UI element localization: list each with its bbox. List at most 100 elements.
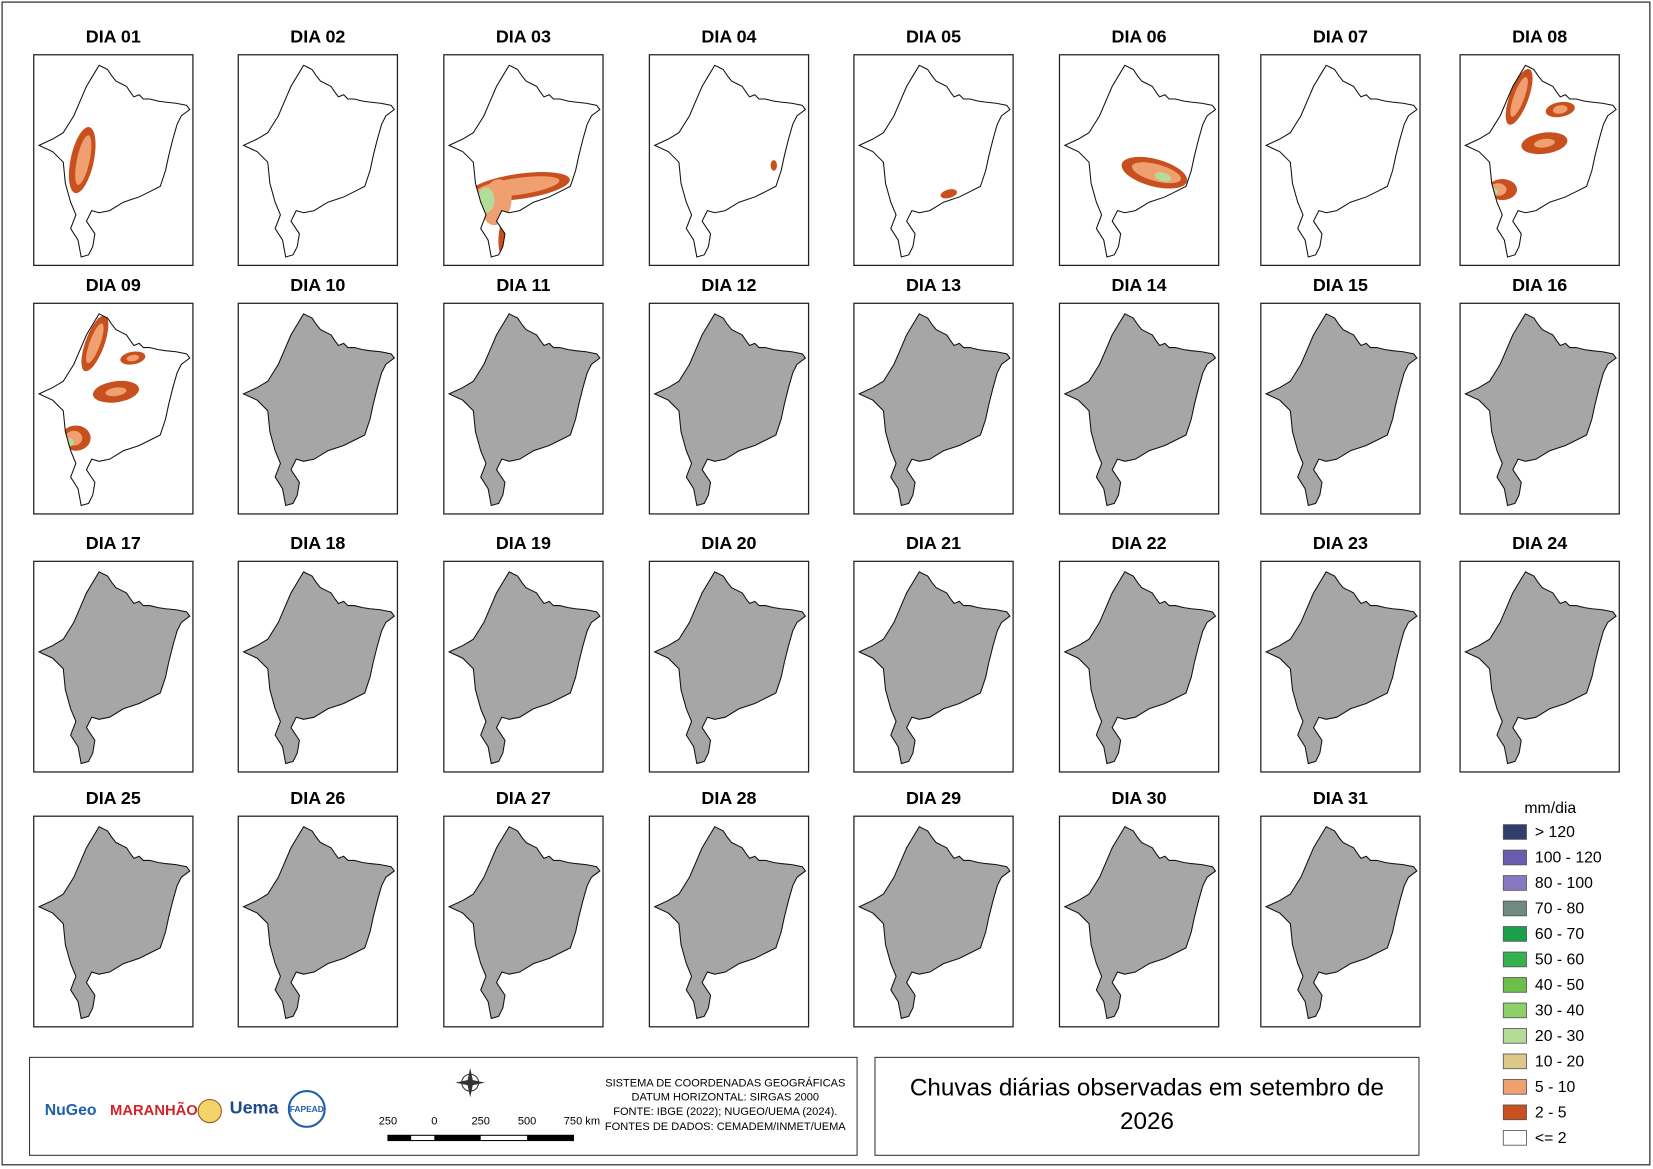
panel: [237, 54, 399, 267]
rain-area: [770, 160, 777, 171]
legend-swatch: [1502, 1079, 1527, 1095]
legend-label: 80 - 100: [1535, 875, 1593, 892]
legend-label: 30 - 40: [1535, 1003, 1584, 1020]
panel-title: DIA 12: [701, 275, 756, 295]
map-title: Chuvas diárias observadas em setembro de: [910, 1074, 1384, 1101]
legend-label: > 120: [1535, 824, 1575, 841]
panels: DIA 01 DIA 02 DIA 03 DIA 04 DIA 05 DIA 06 DIA …: [33, 27, 1620, 1028]
rain-area: [1533, 138, 1555, 148]
panel-title: DIA 20: [701, 533, 756, 553]
legend-label: 10 - 20: [1535, 1054, 1584, 1071]
legend-swatch: [1502, 951, 1527, 968]
panel-title: DIA 16: [1512, 275, 1567, 295]
logo-fapead: FAPEAD: [290, 1104, 324, 1114]
panel: [1058, 54, 1220, 267]
panel: [1260, 54, 1421, 267]
rain-area: [105, 387, 127, 397]
legend-label: 100 - 120: [1535, 850, 1602, 867]
panel: [1260, 815, 1421, 1028]
panel: [237, 815, 399, 1028]
scale-label: 500: [518, 1116, 536, 1128]
rain-area: [86, 323, 104, 364]
panel-title: DIA 11: [496, 275, 550, 295]
panel-title: DIA 14: [1112, 275, 1167, 295]
scale-bar: [387, 1134, 575, 1142]
legend-label: 60 - 70: [1535, 926, 1584, 943]
rain-area: [1510, 77, 1528, 117]
panel: [853, 302, 1014, 515]
legend-label: 2 - 5: [1535, 1105, 1567, 1122]
panel-title: DIA 04: [701, 27, 756, 47]
rain-area: [1154, 172, 1172, 182]
scale-label: 750 km: [564, 1116, 600, 1128]
panel-title: DIA 30: [1112, 788, 1167, 808]
scale-label: 250: [379, 1116, 397, 1128]
panel-title: DIA 15: [1313, 275, 1368, 295]
panel-title: DIA 29: [906, 788, 961, 808]
logo-uema: Uema: [230, 1098, 280, 1118]
panel-title: DIA 28: [701, 788, 756, 808]
legend-swatch: [1502, 849, 1527, 866]
panel: [33, 815, 194, 1028]
scale-label: 0: [431, 1116, 437, 1128]
panel: [443, 54, 604, 267]
panel-title: DIA 03: [496, 27, 551, 47]
legend-swatch: [1502, 926, 1527, 942]
panel-title: DIA 25: [86, 788, 141, 808]
north-arrow: [455, 1067, 485, 1098]
panel: [443, 815, 604, 1028]
panel: [33, 54, 194, 267]
rain-areas: [68, 127, 96, 194]
panel: [853, 815, 1014, 1028]
panel-title: DIA 31: [1313, 788, 1368, 808]
panel-title: DIA 09: [86, 275, 141, 295]
scale-label: 250: [471, 1116, 489, 1128]
panel: [1058, 560, 1220, 773]
panel: [33, 560, 194, 773]
panel: [237, 302, 399, 515]
legend: mm/dia > 120 100 - 120 80 - 100 70 - 80 60 -…: [1502, 800, 1602, 1147]
legend-label: 70 - 80: [1535, 901, 1584, 918]
panel-title: DIA 23: [1313, 533, 1368, 553]
panel: [1058, 302, 1220, 515]
logo-maranhao: MARANHÃO: [110, 1101, 198, 1119]
credit-line: FONTE: IBGE (2022); NUGEO/UEMA (2024).: [613, 1106, 837, 1118]
legend-label: 20 - 30: [1535, 1028, 1584, 1045]
legend-title: mm/dia: [1524, 800, 1576, 817]
panel-title: DIA 24: [1512, 533, 1567, 553]
rain-areas: [1121, 156, 1188, 189]
legend-label: <= 2: [1535, 1130, 1567, 1147]
panel-title: DIA 27: [496, 788, 551, 808]
panel-title: DIA 19: [496, 533, 551, 553]
legend-swatch: [1502, 1053, 1527, 1070]
panel-title: DIA 10: [290, 275, 345, 295]
legend-label: 5 - 10: [1535, 1079, 1576, 1096]
legend-swatch: [1502, 1028, 1527, 1044]
panel: [33, 302, 194, 515]
title-box: [874, 1056, 1420, 1156]
rain-areas: [770, 160, 777, 171]
legend-swatch: [1502, 1002, 1527, 1019]
rain-area: [940, 189, 958, 199]
panel: [1459, 302, 1620, 515]
rain-areas: [1487, 68, 1575, 201]
panel-title: DIA 01: [86, 27, 141, 47]
panel: [1260, 302, 1421, 515]
logo-seal: [197, 1098, 222, 1124]
panel-title: DIA 05: [906, 27, 961, 47]
panel: [1058, 815, 1220, 1028]
panel-title: DIA 21: [906, 533, 961, 553]
map-title: 2026: [1120, 1108, 1174, 1135]
panel: [237, 560, 399, 773]
rain-area: [126, 354, 140, 362]
rain-area: [1552, 105, 1568, 114]
panel: [1459, 560, 1620, 773]
panel: [648, 815, 810, 1028]
panel-title: DIA 02: [290, 27, 345, 47]
panel-title: DIA 13: [906, 275, 961, 295]
panel: [443, 302, 604, 515]
legend-swatch: [1502, 1104, 1527, 1121]
credit-line: FONTES DE DADOS: CEMADEM/INMET/UEMA: [605, 1121, 846, 1133]
